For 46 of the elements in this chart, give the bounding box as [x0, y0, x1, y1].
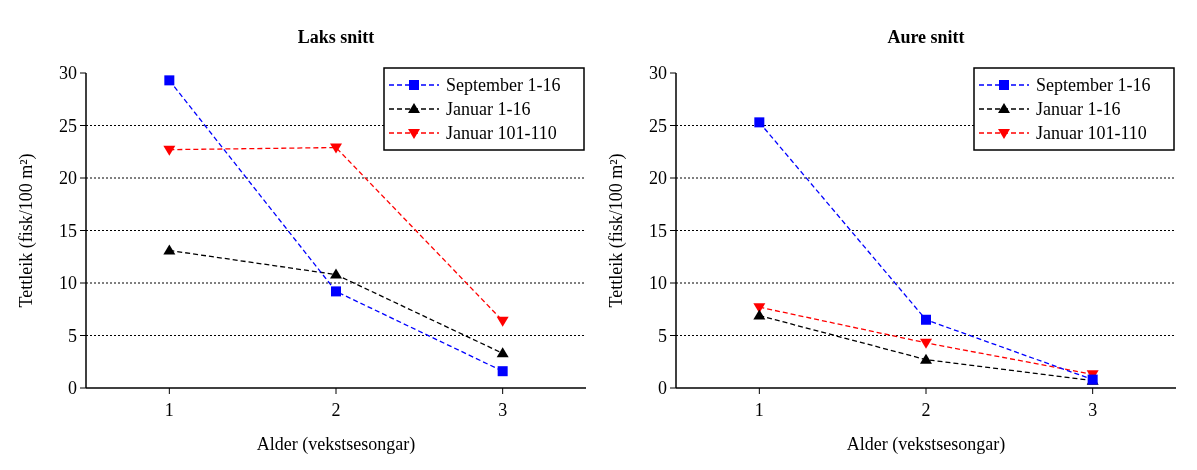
y-tick-label: 0 — [658, 378, 667, 399]
y-tick-label: 10 — [59, 273, 77, 294]
point — [920, 353, 932, 364]
chart-title: Laks snitt — [297, 27, 375, 47]
legend-label: September 1-16 — [446, 75, 561, 96]
y-tick-label: 20 — [59, 168, 77, 189]
point — [754, 117, 765, 128]
y-tick-label: 0 — [68, 378, 77, 399]
point — [330, 268, 342, 279]
y-tick-label: 30 — [649, 63, 667, 84]
y-tick-label: 5 — [68, 325, 77, 346]
point — [921, 314, 931, 325]
point — [163, 244, 176, 255]
legend-label: September 1-16 — [1036, 75, 1151, 96]
point — [496, 347, 509, 358]
x-tick-label: 2 — [331, 400, 341, 420]
y-tick-label: 15 — [649, 220, 667, 241]
point — [330, 143, 342, 154]
y-tick-label: 25 — [59, 115, 77, 136]
x-axis-title: Alder (vekstsesongar) — [256, 434, 416, 455]
legend-label: Januar 1-16 — [446, 99, 531, 120]
x-tick-label: 3 — [498, 400, 508, 420]
y-tick-label: 15 — [59, 220, 77, 241]
chart-title: Aure snitt — [887, 27, 965, 47]
x-tick-label: 1 — [754, 400, 764, 420]
y-tick-label: 20 — [649, 168, 667, 189]
point — [496, 316, 509, 327]
point — [920, 338, 932, 349]
y-axis-title: Tettleik (fisk/100 m²) — [16, 153, 37, 308]
x-tick-label: 1 — [164, 400, 174, 420]
point — [753, 309, 766, 320]
point — [163, 145, 176, 156]
y-tick-label: 25 — [649, 115, 667, 136]
legend-label: Januar 101-110 — [446, 123, 557, 144]
point — [331, 286, 341, 297]
x-tick-label: 2 — [921, 400, 931, 420]
y-tick-label: 30 — [59, 63, 77, 84]
point — [497, 366, 508, 377]
x-tick-label: 3 — [1088, 400, 1098, 420]
y-axis-title: Tettleik (fisk/100 m²) — [606, 153, 627, 308]
y-tick-label: 5 — [658, 325, 667, 346]
legend-label: Januar 101-110 — [1036, 123, 1147, 144]
x-axis-title: Alder (vekstsesongar) — [846, 434, 1006, 455]
legend-label: Januar 1-16 — [1036, 99, 1121, 120]
y-tick-label: 10 — [649, 273, 667, 294]
point — [164, 75, 175, 86]
